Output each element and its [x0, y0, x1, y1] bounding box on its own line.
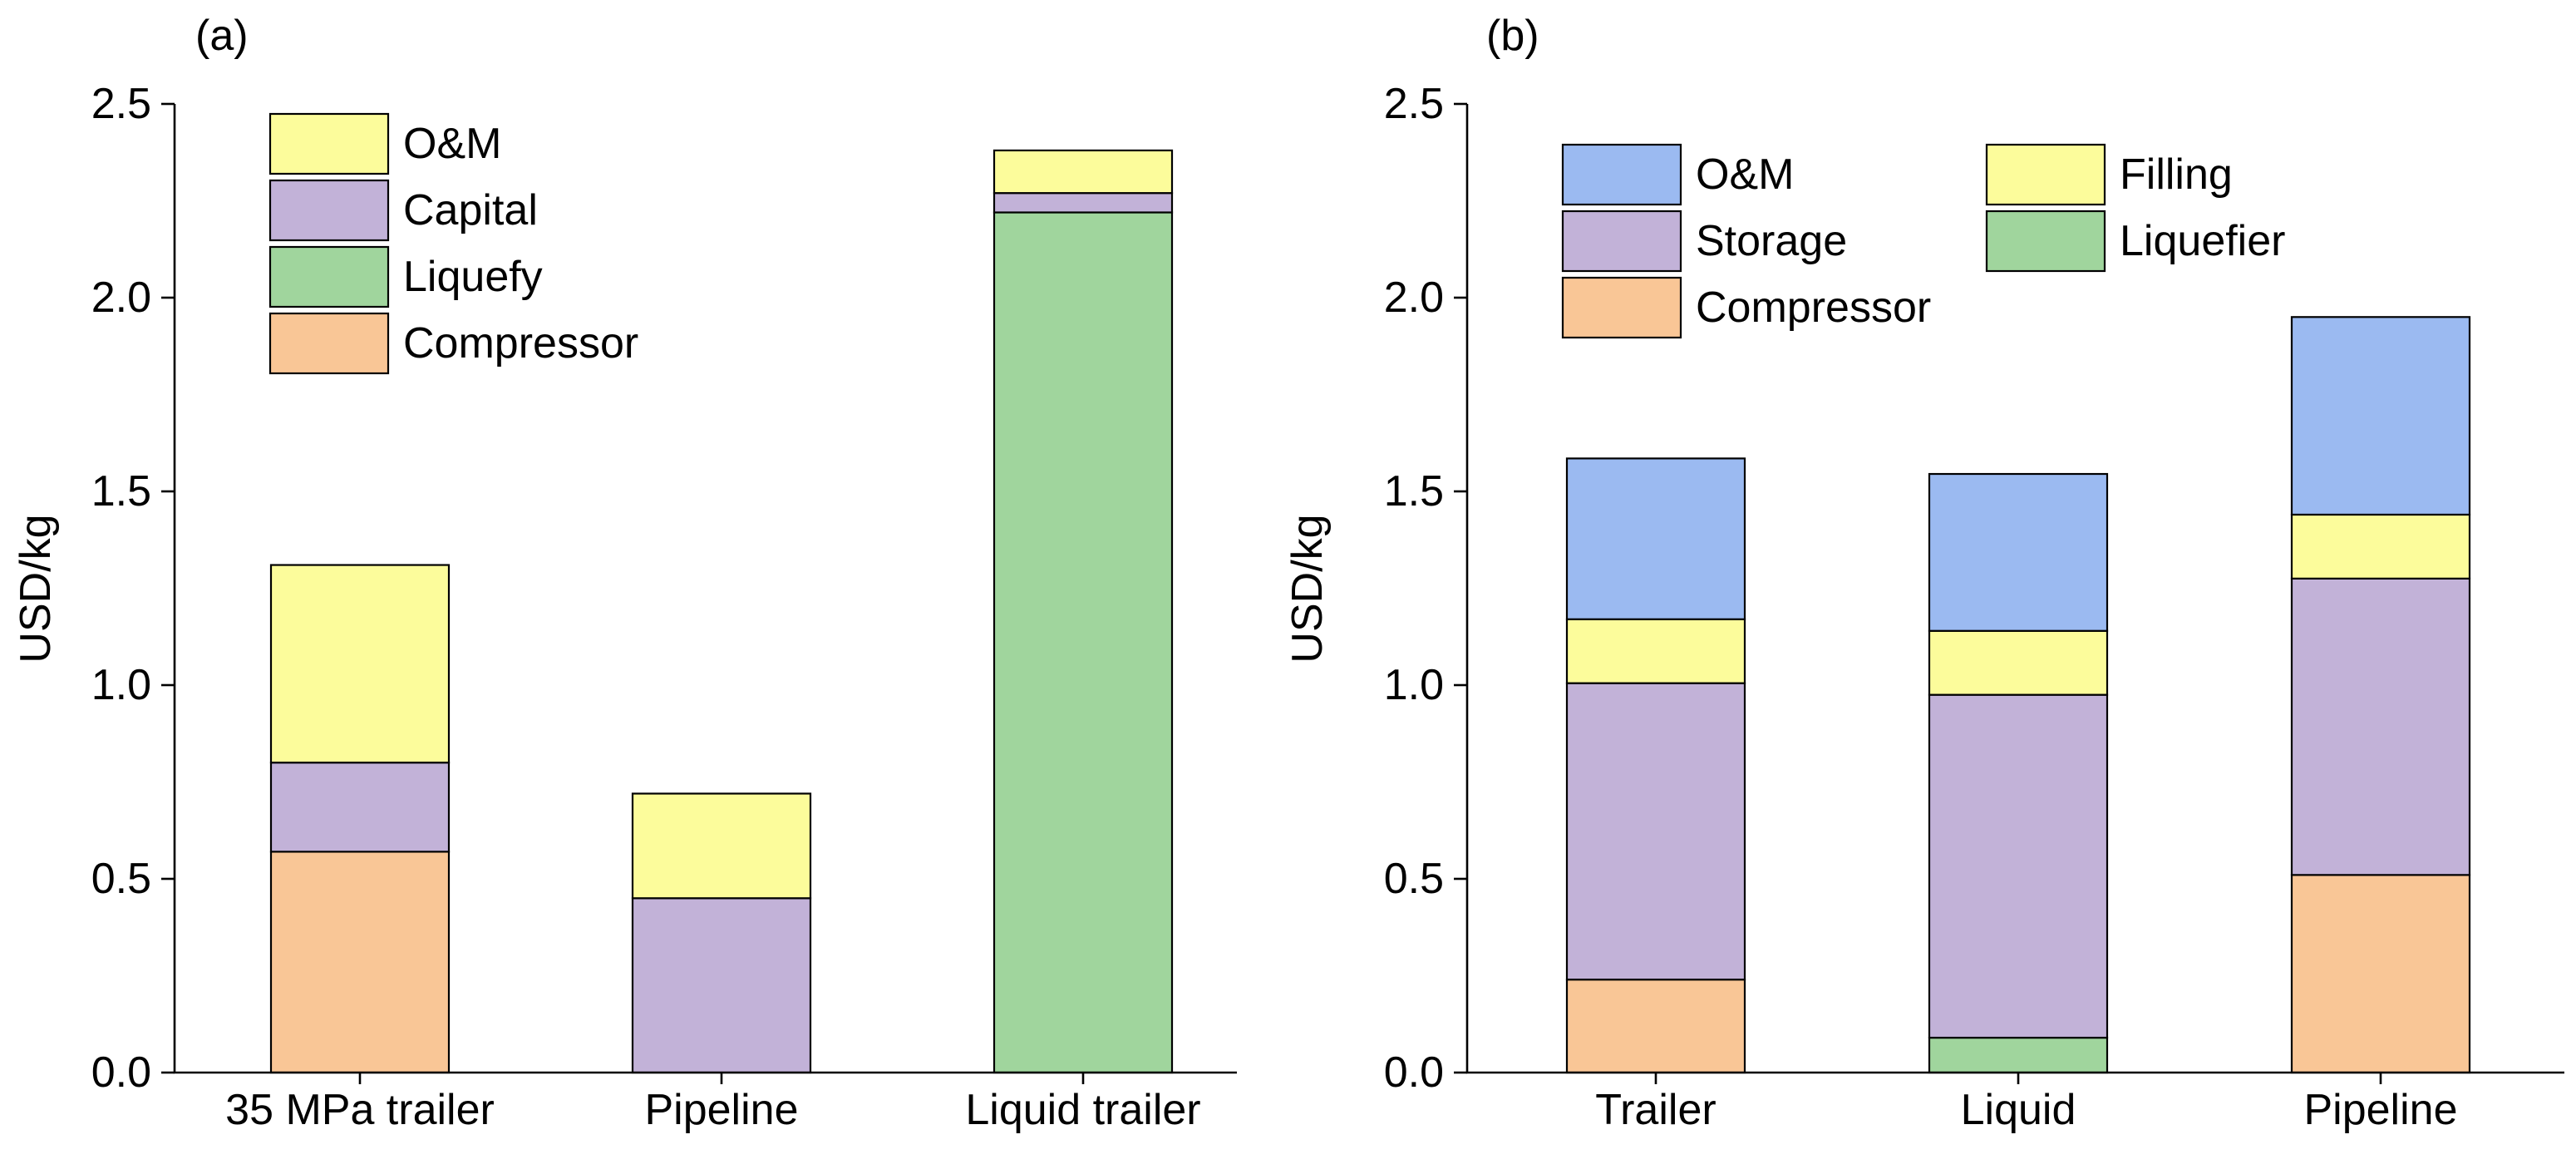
x-tick-label: Trailer: [1595, 1086, 1716, 1134]
legend-swatch-compressor: [1561, 276, 1682, 339]
bar-pipeline-om: [2290, 316, 2471, 516]
panel-b-legend: O&M Filling Storage Liquefier Compressor: [1561, 143, 2285, 339]
legend-item-om: O&M: [1561, 143, 1794, 206]
legend-item-liquefier: Liquefier: [1985, 210, 2285, 273]
panel-a-y-axis-title: USD/kg: [12, 514, 60, 663]
y-tick-label: 0.5: [1384, 855, 1444, 903]
legend-swatch-capital: [268, 179, 390, 242]
y-tick-label: 0.5: [91, 855, 151, 903]
legend-swatch-liquefy: [268, 245, 390, 308]
legend-item-compressor: Compressor: [268, 312, 638, 375]
legend-item-storage: Storage: [1561, 210, 1847, 273]
y-tick-label: 1.0: [1384, 661, 1444, 709]
y-tick-label: 2.0: [1384, 274, 1444, 322]
legend-swatch-om: [1561, 143, 1682, 206]
x-tick-label: Pipeline: [2303, 1086, 2457, 1134]
legend-label-om: O&M: [1696, 150, 1794, 199]
legend-label-om: O&M: [403, 120, 501, 168]
y-tick-label: 1.5: [91, 467, 151, 515]
panel-a-legend: O&M Capital Liquefy Compressor: [268, 112, 638, 375]
legend-item-capital: Capital: [268, 179, 538, 242]
legend-label-liquefier: Liquefier: [2120, 217, 2285, 265]
legend-label-compressor: Compressor: [1696, 284, 1931, 332]
legend-label-filling: Filling: [2120, 150, 2233, 199]
legend-item-om: O&M: [268, 112, 501, 175]
legend-swatch-liquefier: [1985, 210, 2106, 273]
bar-trailer-compressor: [1565, 979, 1746, 1074]
bar-pipeline-filling: [2290, 513, 2471, 580]
panel-b-y-ticks: 0.0 0.5 1.0 1.5 2.0 2.5: [1384, 80, 1467, 1097]
bar-35-mpa-trailer-compressor: [269, 851, 451, 1074]
legend-label-compressor: Compressor: [403, 319, 638, 367]
legend-label-liquefy: Liquefy: [403, 253, 543, 301]
legend-label-storage: Storage: [1696, 217, 1847, 265]
chart-panel-a: (a) USD/kg 0.0 0.5 1.0 1.5 2.0 2.5 35 MPa tra…: [12, 12, 1237, 1134]
bar-35-mpa-trailer-om: [269, 564, 451, 764]
y-tick-label: 0.0: [1384, 1048, 1444, 1097]
legend-swatch-filling: [1985, 143, 2106, 206]
bar-trailer-storage: [1565, 682, 1746, 981]
panel-a-axes: [173, 104, 1237, 1074]
panel-b-x-tick-labels: Trailer Liquid Pipeline: [1595, 1073, 2458, 1134]
panel-b-label: (b): [1486, 12, 1539, 60]
bar-liquid-trailer-om: [992, 149, 1174, 195]
bar-liquid-storage: [1928, 693, 2109, 1039]
legend-swatch-storage: [1561, 210, 1682, 273]
bar-liquid-trailer-liquefy: [992, 211, 1174, 1074]
y-tick-label: 1.0: [91, 661, 151, 709]
x-tick-label: 35 MPa trailer: [225, 1086, 495, 1134]
panel-a-y-ticks: 0.0 0.5 1.0 1.5 2.0 2.5: [91, 80, 175, 1097]
legend-item-compressor: Compressor: [1561, 276, 1931, 339]
bar-pipeline-storage: [2290, 577, 2471, 876]
panel-a-label: (a): [195, 12, 249, 60]
y-tick-label: 2.5: [91, 80, 151, 128]
bar-trailer-filling: [1565, 618, 1746, 684]
bar-liquid-filling: [1928, 629, 2109, 696]
panel-b-axes: [1465, 104, 2564, 1074]
bar-trailer-om: [1565, 457, 1746, 620]
bar-liquid-liquefier: [1928, 1036, 2109, 1074]
y-tick-label: 2.5: [1384, 80, 1444, 128]
x-tick-label: Liquid trailer: [965, 1086, 1200, 1134]
legend-label-capital: Capital: [403, 186, 538, 234]
bar-pipeline-capital: [631, 897, 812, 1074]
bar-pipeline-compressor: [2290, 874, 2471, 1074]
x-tick-label: Pipeline: [644, 1086, 798, 1134]
panel-b-bars: [1565, 316, 2471, 1074]
panel-a-x-tick-labels: 35 MPa trailer Pipeline Liquid trailer: [225, 1073, 1201, 1134]
y-tick-label: 0.0: [91, 1048, 151, 1097]
y-tick-label: 2.0: [91, 274, 151, 322]
x-tick-label: Liquid: [1961, 1086, 2076, 1134]
bar-35-mpa-trailer-capital: [269, 762, 451, 853]
panel-b-y-axis-title: USD/kg: [1283, 514, 1332, 663]
y-tick-label: 1.5: [1384, 467, 1444, 515]
bar-liquid-om: [1928, 472, 2109, 632]
panel-a-bars: [269, 149, 1174, 1074]
legend-item-liquefy: Liquefy: [268, 245, 543, 308]
chart-panel-b: (b) USD/kg 0.0 0.5 1.0 1.5 2.0 2.5 Trailer Liq…: [1283, 12, 2564, 1134]
legend-swatch-compressor: [268, 312, 390, 375]
bar-liquid-trailer-capital: [992, 192, 1174, 214]
legend-swatch-om: [268, 112, 390, 175]
legend-item-filling: Filling: [1985, 143, 2233, 206]
bar-pipeline-om: [631, 792, 812, 900]
